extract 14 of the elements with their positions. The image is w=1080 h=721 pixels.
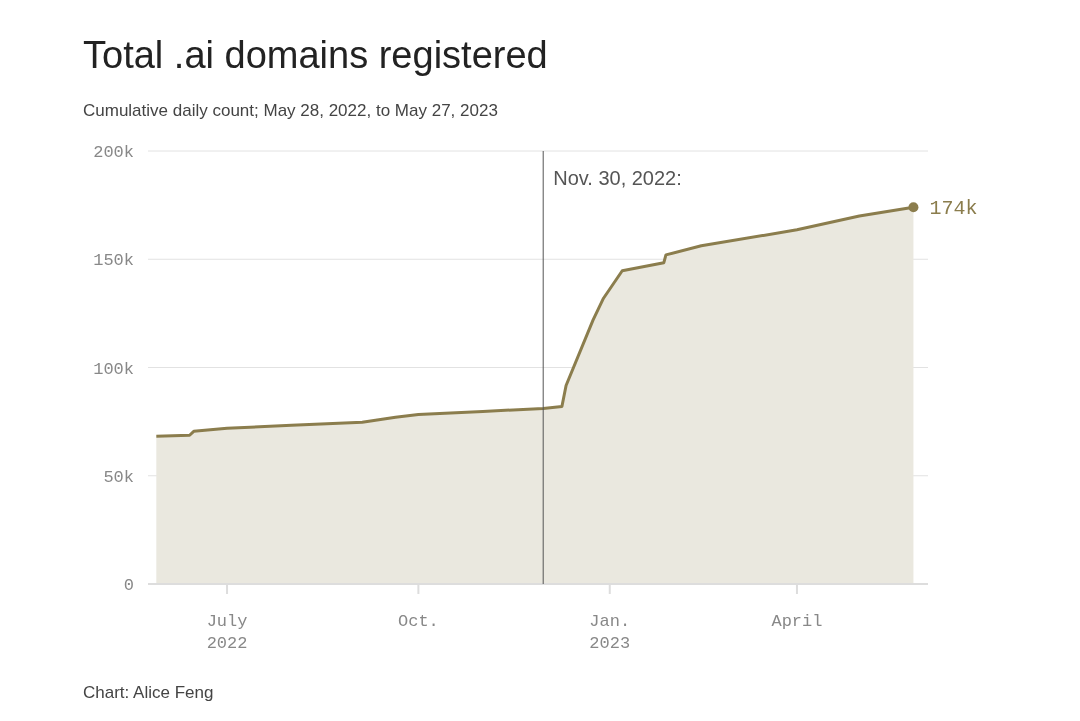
x-tick-label: Oct. — [397, 612, 439, 631]
x-tick-label: April — [771, 612, 823, 631]
y-tick-label: 100k — [93, 359, 134, 379]
chart-title: Total .ai domains registered — [83, 34, 548, 76]
y-tick-label: 200k — [93, 143, 134, 162]
x-tick-label: Jan. 2023 — [589, 612, 631, 653]
ref-line-label: Nov. 30, 2022: — [553, 167, 682, 189]
data-label: 174k — [929, 197, 978, 221]
y-tick-label: 150k — [93, 251, 134, 271]
chart-subtitle: Cumulative daily count; May 28, 2022, to May 27, 2023 — [83, 101, 498, 120]
y-tick-label: 0 — [123, 576, 134, 595]
y-tick-label: 50k — [103, 467, 134, 487]
x-tick-label: July 2022 — [206, 612, 248, 653]
text: Chart: Alice Feng — [83, 683, 214, 702]
